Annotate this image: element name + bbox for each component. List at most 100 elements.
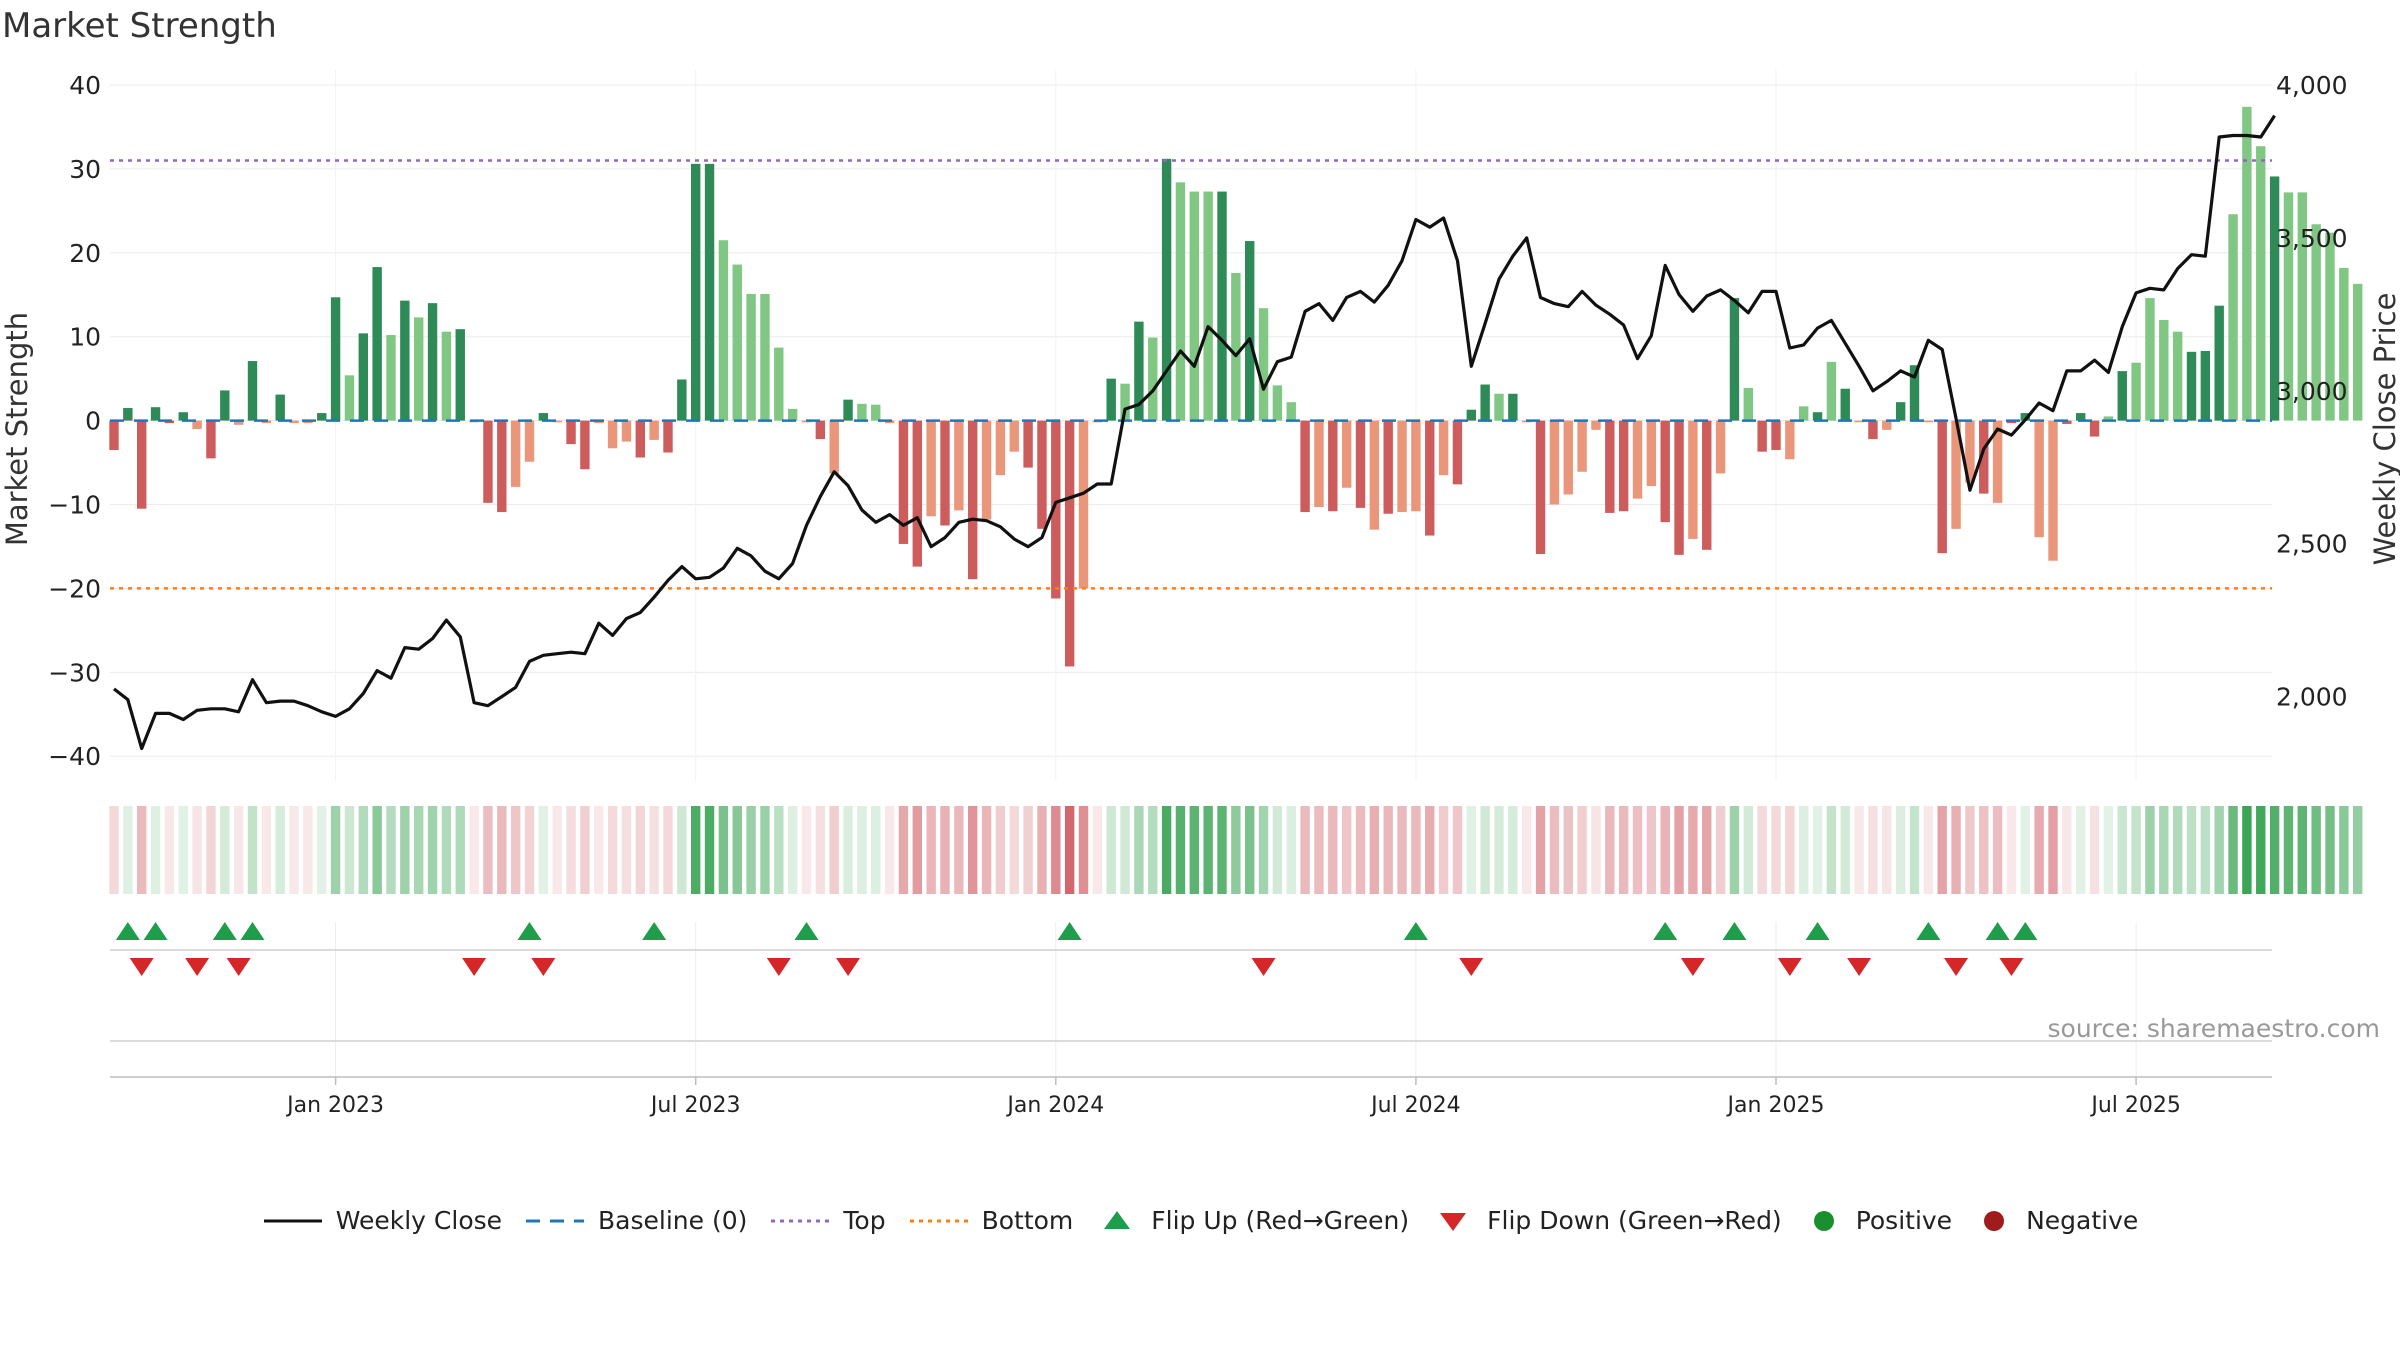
strength-bar	[691, 163, 701, 421]
heat-cell	[414, 806, 424, 894]
heat-cell	[2256, 806, 2266, 894]
heat-cell	[455, 806, 465, 894]
strength-bar	[1757, 420, 1767, 452]
y-tick-label: 20	[69, 239, 101, 268]
heat-cell	[968, 806, 978, 894]
heat-cell	[981, 806, 992, 894]
heat-cell	[469, 806, 479, 894]
circle-icon	[1984, 1210, 2005, 1231]
heat-cell	[663, 806, 673, 894]
strength-bar	[1425, 420, 1435, 536]
strength-bar	[1480, 384, 1490, 421]
strength-bar	[912, 420, 922, 567]
heat-cell	[2159, 806, 2169, 894]
heat-cell	[801, 806, 812, 894]
heat-cell	[1341, 806, 1352, 894]
heat-cell	[1757, 806, 1767, 894]
strength-bar	[1632, 420, 1643, 499]
flip-down-marker	[226, 958, 251, 976]
heat-cell	[2242, 806, 2252, 894]
x-tick-label: Jul 2024	[1369, 1093, 1461, 1118]
heat-cell	[1522, 806, 1532, 894]
heat-cell	[1217, 806, 1227, 894]
heat-cell	[150, 806, 161, 894]
strength-bar	[2339, 267, 2349, 421]
flip-up-marker	[115, 922, 140, 940]
legend-label: Baseline (0)	[598, 1206, 748, 1235]
heat-cell	[843, 806, 853, 894]
heat-cell	[1148, 806, 1158, 894]
heat-cell	[1300, 806, 1310, 894]
heat-cell	[137, 806, 147, 894]
flip-down-marker	[129, 958, 154, 976]
heat-cell	[538, 806, 549, 894]
heat-cell	[2200, 806, 2211, 894]
strength-bar	[2228, 214, 2238, 421]
heat-cell	[1106, 806, 1116, 894]
heat-cell	[386, 806, 396, 894]
heat-cell	[1023, 806, 1033, 894]
strength-bar	[1688, 420, 1698, 539]
heat-cell	[1563, 806, 1573, 894]
heat-cell	[1328, 806, 1338, 894]
heat-cell	[1535, 806, 1546, 894]
heat-cell	[691, 806, 701, 894]
heat-cell	[1466, 806, 1476, 894]
heat-cell	[774, 806, 784, 894]
strength-bar	[954, 420, 964, 511]
strength-bar	[968, 420, 978, 580]
heat-cell	[344, 806, 355, 894]
strength-bar	[1868, 420, 1878, 440]
heat-cell	[2034, 806, 2044, 894]
strength-bar	[2214, 305, 2224, 421]
strength-bar	[774, 347, 784, 421]
heat-cell	[2269, 806, 2280, 894]
strength-bar	[1161, 158, 1172, 421]
strength-bar	[510, 420, 521, 487]
heat-cell	[483, 806, 493, 894]
strength-bar	[538, 413, 549, 421]
legend-label: Bottom	[981, 1206, 1074, 1235]
strength-bar	[2353, 283, 2363, 421]
heat-cell	[247, 806, 258, 894]
strength-bar	[164, 420, 175, 424]
heat-cell	[1425, 806, 1435, 894]
strength-bar	[898, 420, 909, 544]
heat-cell	[1314, 806, 1324, 894]
heat-cell	[649, 806, 659, 894]
flip-down-marker	[185, 958, 210, 976]
strength-bar	[386, 335, 396, 421]
dotted-line-icon	[909, 1219, 968, 1222]
legend-label: Top	[843, 1206, 886, 1235]
y-tick-label: 30	[69, 155, 101, 184]
flip-up-marker	[1653, 922, 1678, 940]
strength-bar	[580, 420, 590, 470]
y2-tick-label: 4,000	[2276, 71, 2348, 100]
flip-down-marker	[766, 958, 791, 976]
heat-cell	[178, 806, 188, 894]
dotted-line-icon	[771, 1219, 830, 1222]
strength-bar	[206, 420, 216, 459]
heat-cell	[1868, 806, 1878, 894]
heat-cell	[1411, 806, 1421, 894]
heat-cell	[2172, 806, 2183, 894]
strength-bar	[1618, 420, 1629, 512]
heat-cell	[358, 806, 368, 894]
heat-cell	[1037, 806, 1047, 894]
heat-cell	[746, 806, 756, 894]
strength-bar	[1895, 402, 1906, 421]
strength-bar	[330, 297, 341, 421]
heat-cell	[1134, 806, 1144, 894]
heat-cell	[1632, 806, 1643, 894]
heat-cell	[123, 806, 133, 894]
strength-bar	[1411, 420, 1421, 512]
heat-cell	[1674, 806, 1684, 894]
strength-bar	[1965, 420, 1975, 483]
strength-bar	[2242, 106, 2252, 421]
strength-bar	[2089, 420, 2100, 437]
heat-cell	[2325, 806, 2335, 894]
strength-bar	[1272, 385, 1283, 421]
legend-item-weekly-close: Weekly Close	[262, 1206, 502, 1235]
strength-bar	[1854, 420, 1864, 423]
strength-bar	[1438, 420, 1449, 476]
